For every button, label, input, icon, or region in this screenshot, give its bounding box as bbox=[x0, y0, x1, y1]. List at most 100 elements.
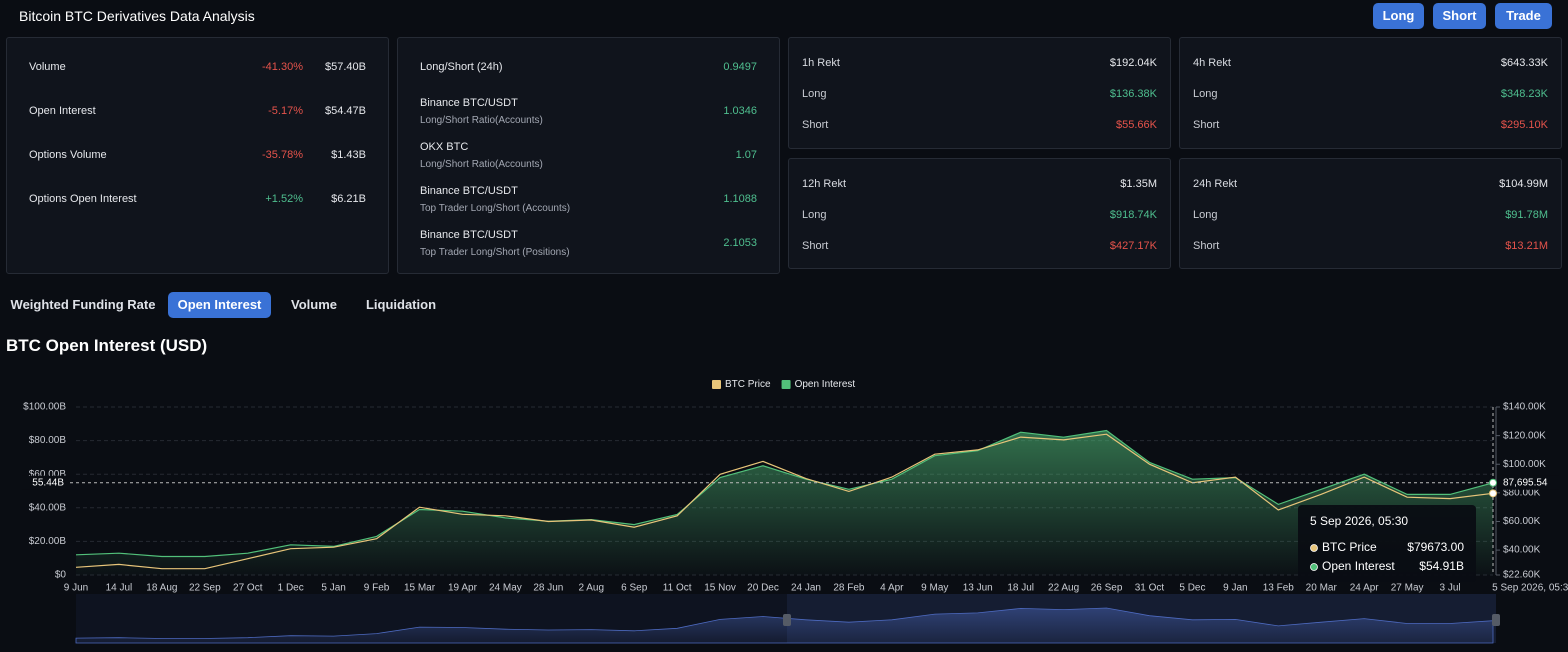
rekt-label: 4h Rekt bbox=[1193, 57, 1231, 69]
x-tick-label: 24 Jan bbox=[791, 583, 821, 594]
rekt-label: Long bbox=[802, 88, 827, 100]
line bbox=[75, 433, 1494, 570]
header-button[interactable]: Trade bbox=[1495, 3, 1552, 29]
rekt-label: Short bbox=[1193, 240, 1220, 252]
area bbox=[76, 430, 1493, 575]
x-tick-label: 18 Jul bbox=[1007, 583, 1034, 594]
rekt-value: $91.78M bbox=[1505, 209, 1548, 221]
x-tick-label: 20 Dec bbox=[747, 583, 779, 594]
tab[interactable]: Volume bbox=[291, 297, 337, 312]
rekt-value: $643.33K bbox=[1500, 57, 1548, 69]
row-value: 0.9497 bbox=[723, 61, 757, 73]
y2-tick-label: $140.00K bbox=[1503, 402, 1546, 413]
rekt-value: $192.04K bbox=[1109, 57, 1157, 69]
rekt-label: Long bbox=[1193, 209, 1218, 221]
header-button[interactable]: Long bbox=[1373, 3, 1424, 29]
rekt-value: $104.99M bbox=[1499, 178, 1548, 190]
x-tick-label: 27 Oct bbox=[233, 583, 263, 594]
tooltip-dot bbox=[1310, 544, 1318, 552]
rekt-value: $55.66K bbox=[1116, 119, 1157, 131]
row-value: 1.07 bbox=[735, 149, 757, 161]
long-short-card: Long/Short (24h) 0.9497 Binance BTC/USDT Lo… bbox=[397, 37, 780, 274]
y2-tick-label: $100.00K bbox=[1503, 459, 1546, 470]
x-tick-label: 20 Mar bbox=[1306, 583, 1338, 594]
x-tick-label: 9 Feb bbox=[364, 583, 390, 594]
x-tick-label: 24 Apr bbox=[1350, 583, 1380, 594]
x-tick-label: 15 Mar bbox=[404, 583, 436, 594]
x-tick-label: 3 Jul bbox=[1439, 583, 1460, 594]
row-label: Options Volume bbox=[29, 149, 107, 161]
page-title: Bitcoin BTC Derivatives Data Analysis bbox=[19, 8, 255, 24]
rekt-label: Short bbox=[1193, 119, 1220, 131]
row-value: 1.0346 bbox=[723, 105, 757, 117]
y-tick-label: $40.00B bbox=[29, 502, 67, 513]
tooltip-value: $54.91B bbox=[1419, 559, 1464, 573]
x-tick-label: 5 Dec bbox=[1179, 583, 1205, 594]
row-value: $57.40B bbox=[325, 61, 366, 73]
tooltip-title: 5 Sep 2026, 05:30 bbox=[1310, 514, 1408, 528]
row-label: Binance BTC/USDT bbox=[420, 97, 518, 109]
rekt-value: $136.38K bbox=[1109, 88, 1157, 100]
row-value: $6.21B bbox=[331, 193, 366, 205]
tab[interactable]: Liquidation bbox=[365, 297, 437, 312]
tooltip-name: Open Interest bbox=[1322, 559, 1395, 573]
row-label: Volume bbox=[29, 61, 66, 73]
rekt-card: 1h Rekt $192.04K Long $136.38K Short $55.66K bbox=[788, 37, 1171, 149]
row-sublabel: Top Trader Long/Short (Positions) bbox=[420, 247, 570, 258]
tooltip-value: $79673.00 bbox=[1407, 540, 1464, 554]
x-tick-label: 26 Sep bbox=[1091, 583, 1123, 594]
x-tick-label: 24 May bbox=[489, 583, 522, 594]
row-sublabel: Top Trader Long/Short (Accounts) bbox=[420, 203, 571, 214]
navigator-handle[interactable] bbox=[783, 614, 791, 626]
x-tick-label: 4 Apr bbox=[880, 583, 904, 594]
rekt-value: $13.21M bbox=[1505, 240, 1548, 252]
x-tick-label: 13 Jun bbox=[963, 583, 993, 594]
rekt-value: $918.74K bbox=[1109, 209, 1157, 221]
row-change: -41.30% bbox=[262, 61, 303, 73]
crosshair-y2-label: 87,695.54 bbox=[1503, 477, 1548, 488]
hover-point bbox=[1489, 478, 1497, 487]
y-tick-label: $80.00B bbox=[29, 435, 67, 446]
chart: $0 $20.00B $40.00B $60.00B $80.00B $100.00B $2… bbox=[22, 379, 1568, 644]
x-tick-label: 9 Jun bbox=[64, 583, 88, 594]
y-tick-label: $60.00B bbox=[29, 469, 67, 480]
rekt-card: 12h Rekt $1.35M Long $918.74K Short $427.17K bbox=[788, 158, 1171, 269]
x-tick-label: 9 May bbox=[921, 583, 948, 594]
x-tick-label: 9 Jan bbox=[1223, 583, 1247, 594]
crosshair-label-bg bbox=[1499, 475, 1559, 490]
x-tick-label: 31 Oct bbox=[1135, 583, 1165, 594]
rekt-label: 12h Rekt bbox=[802, 178, 847, 190]
y2-tick-label: $60.00K bbox=[1503, 516, 1541, 527]
rekt-label: 1h Rekt bbox=[802, 57, 840, 69]
x-tick-label: 5 Sep 2026, 05:30 bbox=[1492, 583, 1568, 594]
y2-tick-label: $40.00K bbox=[1503, 545, 1541, 556]
row-label: Options Open Interest bbox=[29, 193, 137, 205]
tooltip-box bbox=[1298, 505, 1476, 582]
x-tick-label: 18 Aug bbox=[146, 583, 177, 594]
x-tick-label: 22 Sep bbox=[189, 583, 221, 594]
row-value: $1.43B bbox=[331, 149, 366, 161]
row-label: Long/Short (24h) bbox=[420, 61, 503, 73]
y2-tick-label: $80.00K bbox=[1503, 488, 1541, 499]
row-value: $54.47B bbox=[325, 105, 366, 117]
tab[interactable]: Weighted Funding Rate bbox=[10, 297, 156, 312]
crosshair-y-label: 55.44B bbox=[32, 477, 64, 488]
row-label: Open Interest bbox=[29, 105, 96, 117]
y-tick-label: $20.00B bbox=[29, 536, 67, 547]
header-button[interactable]: Short bbox=[1433, 3, 1486, 29]
rekt-label: Short bbox=[802, 119, 829, 131]
y-tick-label: $100.00B bbox=[23, 402, 66, 413]
navigator-handle[interactable] bbox=[1492, 614, 1500, 626]
row-value: 1.1088 bbox=[723, 193, 757, 205]
row-change: +1.52% bbox=[265, 193, 303, 205]
x-tick-label: 19 Apr bbox=[448, 583, 478, 594]
rekt-label: Short bbox=[802, 240, 829, 252]
row-label: Binance BTC/USDT bbox=[420, 229, 518, 241]
rekt-label: Long bbox=[1193, 88, 1218, 100]
tooltip-dot bbox=[1310, 563, 1318, 571]
tab[interactable]: Open Interest bbox=[168, 292, 271, 318]
x-tick-label: 11 Oct bbox=[663, 583, 692, 594]
rekt-card: 24h Rekt $104.99M Long $91.78M Short $13.21M bbox=[1179, 158, 1562, 269]
row-sublabel: Long/Short Ratio(Accounts) bbox=[420, 115, 543, 126]
